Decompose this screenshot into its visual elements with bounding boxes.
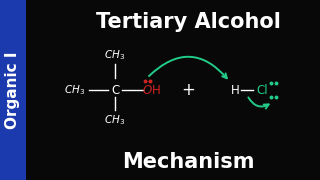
Text: C: C	[111, 84, 119, 96]
Text: +: +	[181, 81, 195, 99]
Text: $CH_3$: $CH_3$	[104, 113, 125, 127]
Text: Tertiary Alcohol: Tertiary Alcohol	[96, 12, 280, 32]
Text: $CH_3$: $CH_3$	[104, 48, 125, 62]
Text: Organic I: Organic I	[5, 51, 20, 129]
Bar	[0, 0, 26, 180]
Text: H: H	[231, 84, 239, 96]
Text: Mechanism: Mechanism	[122, 152, 254, 172]
Text: $CH_3$: $CH_3$	[64, 83, 85, 97]
Text: Cl: Cl	[256, 84, 268, 96]
Text: $\ddot{O}$H: $\ddot{O}$H	[141, 82, 160, 98]
